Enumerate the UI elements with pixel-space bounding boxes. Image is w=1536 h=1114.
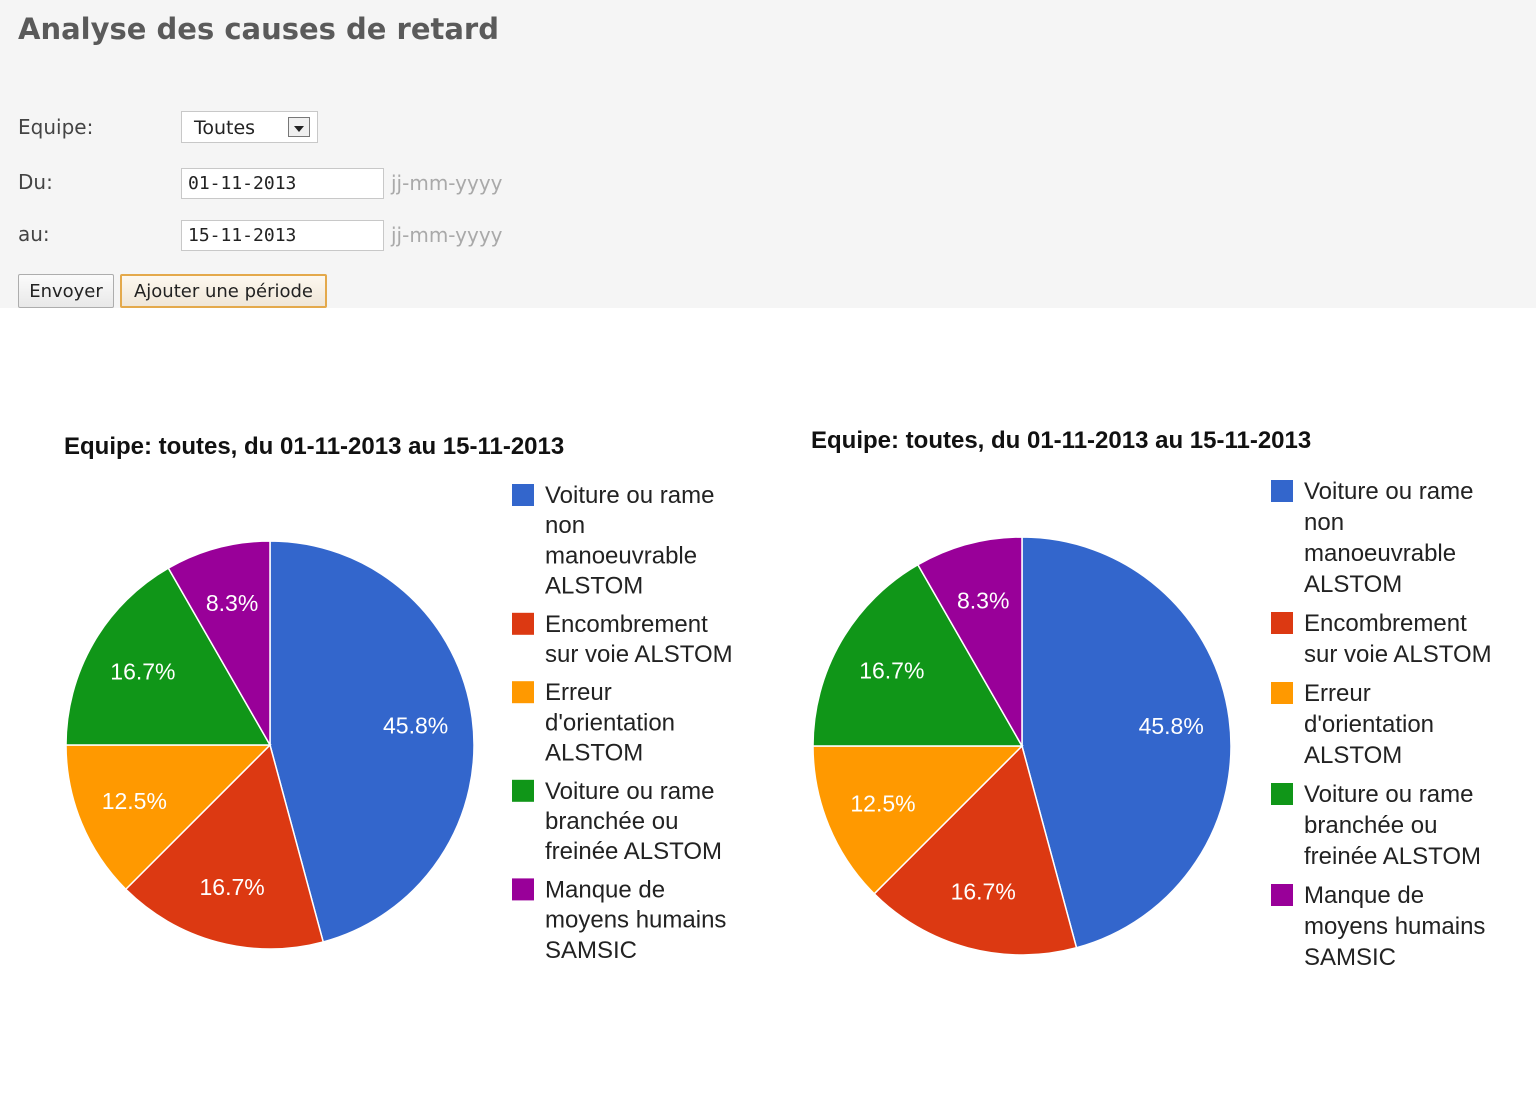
page-title: Analyse des causes de retard bbox=[18, 12, 499, 46]
pie-slice[interactable] bbox=[873, 744, 1078, 956]
pie-slice[interactable] bbox=[65, 744, 272, 891]
legend-item[interactable]: Voiture ou rame branchée ou freinée ALSTOM bbox=[1271, 781, 1481, 870]
to-date-label: au: bbox=[18, 222, 50, 246]
pie-slice[interactable] bbox=[916, 536, 1023, 749]
team-label: Equipe: bbox=[18, 115, 94, 139]
legend-swatch bbox=[512, 484, 534, 506]
filter-form: Analyse des causes de retard Equipe: Tou… bbox=[0, 0, 1536, 308]
legend-label: Erreur bbox=[545, 679, 612, 706]
legend-item[interactable]: Encombrement sur voie ALSTOM bbox=[512, 611, 733, 668]
legend-swatch bbox=[1271, 612, 1293, 634]
legend-label: Voiture ou rame bbox=[545, 778, 714, 805]
pie-slice[interactable] bbox=[65, 567, 272, 746]
legend-item[interactable]: Erreur d'orientation ALSTOM bbox=[1271, 680, 1434, 769]
to-date-input[interactable] bbox=[181, 220, 384, 251]
charts-area: Equipe: toutes, du 01-11-2013 au 15-11-2… bbox=[64, 427, 1492, 971]
legend-label: manoeuvrable bbox=[1304, 540, 1456, 567]
legend-label: sur voie ALSTOM bbox=[1304, 641, 1492, 668]
slice-label: 8.3% bbox=[957, 588, 1009, 614]
legend-label: moyens humains bbox=[1304, 913, 1485, 940]
legend-item[interactable]: Manque de moyens humains SAMSIC bbox=[512, 876, 726, 964]
legend-label: SAMSIC bbox=[1304, 944, 1396, 971]
legend-label: branchée ou bbox=[545, 808, 678, 835]
pie-slice[interactable] bbox=[269, 540, 475, 943]
legend-label: Voiture ou rame bbox=[1304, 478, 1473, 505]
pie-chart-1: Equipe: toutes, du 01-11-2013 au 15-11-2… bbox=[64, 433, 733, 964]
slice-label: 45.8% bbox=[1139, 713, 1204, 739]
legend-item[interactable]: Encombrement sur voie ALSTOM bbox=[1271, 610, 1492, 668]
legend-label: ALSTOM bbox=[1304, 571, 1402, 598]
pie-slice[interactable] bbox=[1021, 536, 1232, 949]
chart-title: Equipe: toutes, du 01-11-2013 au 15-11-2… bbox=[64, 433, 564, 460]
legend-label: d'orientation bbox=[545, 709, 675, 736]
legend-swatch bbox=[512, 878, 534, 901]
slice-label: 16.7% bbox=[951, 878, 1016, 904]
legend-label: non bbox=[545, 512, 585, 539]
from-date-input[interactable] bbox=[181, 168, 384, 199]
pie-slice[interactable] bbox=[167, 540, 271, 748]
team-select[interactable]: Toutes bbox=[181, 111, 318, 143]
to-date-hint: jj-mm-yyyy bbox=[391, 223, 503, 247]
send-button[interactable]: Envoyer bbox=[18, 274, 114, 308]
legend-label: moyens humains bbox=[545, 907, 726, 934]
slice-label: 16.7% bbox=[110, 658, 175, 684]
legend-label: Encombrement bbox=[545, 611, 708, 638]
legend-label: non bbox=[1304, 509, 1344, 536]
legend-label: ALSTOM bbox=[545, 573, 643, 600]
legend-item[interactable]: Voiture ou rame non manoeuvrable ALSTOM bbox=[1271, 478, 1473, 598]
pie-slice[interactable] bbox=[812, 563, 1024, 747]
legend-swatch bbox=[512, 681, 534, 704]
slice-label: 8.3% bbox=[206, 590, 258, 616]
legend-swatch bbox=[1271, 480, 1293, 502]
pie-chart-2: Equipe: toutes, du 01-11-2013 au 15-11-2… bbox=[811, 427, 1492, 971]
legend-label: SAMSIC bbox=[545, 937, 637, 964]
legend-label: d'orientation bbox=[1304, 711, 1434, 738]
slice-label: 16.7% bbox=[859, 658, 924, 684]
slice-label: 45.8% bbox=[383, 713, 448, 739]
legend-label: Voiture ou rame bbox=[1304, 781, 1473, 808]
team-select-value: Toutes bbox=[194, 117, 256, 139]
from-date-hint: jj-mm-yyyy bbox=[391, 171, 503, 195]
pie-slice[interactable] bbox=[124, 743, 325, 950]
legend-label: freinée ALSTOM bbox=[545, 838, 722, 865]
slice-label: 12.5% bbox=[102, 788, 167, 814]
legend-item[interactable]: Erreur d'orientation ALSTOM bbox=[512, 679, 675, 767]
legend-label: Manque de bbox=[1304, 882, 1424, 909]
legend-swatch bbox=[1271, 783, 1293, 805]
from-date-label: Du: bbox=[18, 170, 53, 194]
legend-label: ALSTOM bbox=[1304, 742, 1402, 769]
legend-label: manoeuvrable bbox=[545, 542, 697, 569]
chart-title: Equipe: toutes, du 01-11-2013 au 15-11-2… bbox=[811, 427, 1311, 454]
legend-label: Voiture ou rame bbox=[545, 482, 714, 509]
legend-swatch bbox=[1271, 682, 1293, 704]
legend-item[interactable]: Manque de moyens humains SAMSIC bbox=[1271, 882, 1485, 971]
legend-swatch bbox=[512, 612, 534, 635]
add-period-button[interactable]: Ajouter une période bbox=[120, 274, 327, 308]
legend-label: branchée ou bbox=[1304, 812, 1437, 839]
legend-swatch bbox=[512, 779, 534, 802]
legend-label: sur voie ALSTOM bbox=[545, 641, 733, 668]
legend-item[interactable]: Voiture ou rame branchée ou freinée ALSTOM bbox=[512, 778, 722, 865]
legend-swatch bbox=[1271, 884, 1293, 906]
legend-label: Erreur bbox=[1304, 680, 1371, 707]
legend-item[interactable]: Voiture ou rame non manoeuvrable ALSTOM bbox=[512, 482, 714, 600]
slice-label: 12.5% bbox=[850, 791, 915, 817]
legend-label: freinée ALSTOM bbox=[1304, 843, 1481, 870]
chevron-down-icon[interactable] bbox=[288, 117, 310, 137]
legend-label: ALSTOM bbox=[545, 740, 643, 767]
legend-label: Encombrement bbox=[1304, 610, 1467, 637]
legend-label: Manque de bbox=[545, 876, 665, 903]
pie-slice[interactable] bbox=[812, 745, 1024, 895]
slice-label: 16.7% bbox=[199, 874, 264, 900]
